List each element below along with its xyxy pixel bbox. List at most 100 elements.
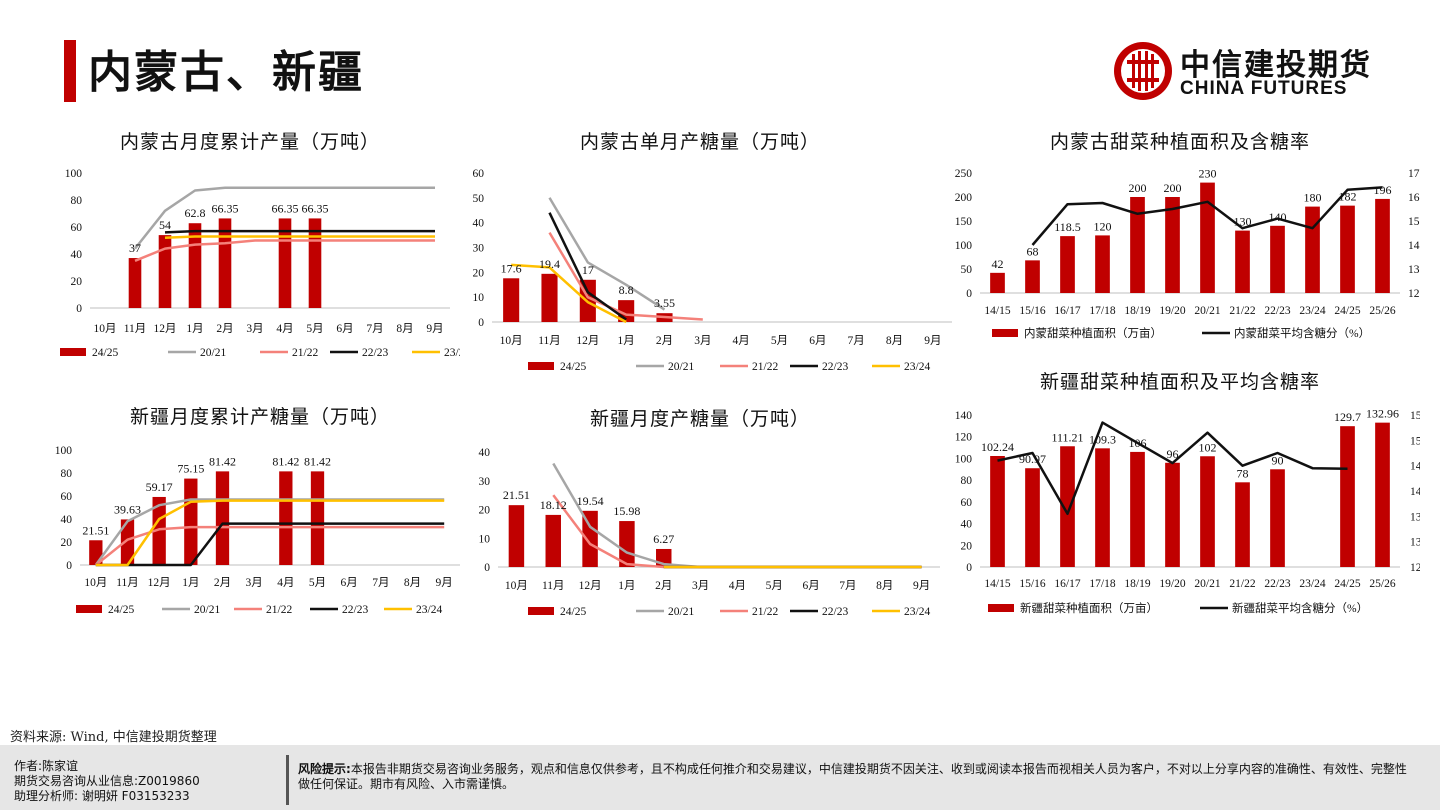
bar	[1165, 462, 1180, 567]
x-tick-label: 6月	[809, 335, 826, 347]
data-label: 18.12	[540, 498, 567, 512]
legend-label: 内蒙甜菜平均含糖分（%）	[1234, 326, 1370, 340]
x-tick-label: 11月	[124, 323, 147, 335]
bar	[1200, 182, 1215, 293]
legend-label: 新疆甜菜平均含糖分（%）	[1232, 601, 1368, 615]
series-line	[997, 421, 1348, 516]
x-tick-label: 12月	[579, 580, 602, 592]
y-tick-label: 0	[966, 288, 972, 300]
legend-swatch	[528, 607, 554, 615]
y-tick-label: 200	[955, 192, 973, 204]
x-tick-label: 17/18	[1089, 305, 1115, 317]
x-tick-label: 2月	[655, 580, 672, 592]
y-tick-label: 50	[961, 264, 973, 276]
bar	[218, 218, 232, 308]
y2-tick-label: 14	[1410, 486, 1420, 498]
series-line	[552, 494, 922, 569]
x-tick-label: 18/19	[1124, 578, 1150, 590]
footer-divider	[286, 755, 289, 805]
data-label: 19.54	[577, 494, 604, 508]
x-tick-label: 6月	[336, 323, 353, 335]
x-tick-label: 15/16	[1019, 578, 1045, 590]
x-tick-label: 2月	[214, 577, 231, 589]
y2-tick-label: 16	[1408, 192, 1420, 204]
author-license: 期货交易咨询从业信息:Z0019860	[14, 774, 200, 788]
x-tick-label: 2月	[216, 323, 233, 335]
x-tick-label: 20/21	[1194, 305, 1220, 317]
x-tick-label: 21/22	[1229, 305, 1255, 317]
y-tick-label: 20	[61, 537, 73, 549]
x-tick-label: 4月	[276, 323, 293, 335]
bar	[1165, 197, 1180, 293]
data-label: 102	[1199, 440, 1217, 454]
y-tick-label: 0	[966, 562, 972, 574]
y-tick-label: 80	[61, 468, 73, 480]
bar	[1060, 446, 1075, 567]
y-tick-label: 40	[961, 519, 973, 531]
legend-label: 23/24	[904, 606, 930, 618]
x-tick-label: 11月	[542, 580, 565, 592]
data-label: 230	[1199, 167, 1217, 181]
x-tick-label: 10月	[500, 335, 523, 347]
series-line	[548, 231, 703, 321]
series-line	[134, 239, 435, 262]
x-tick-label: 14/15	[984, 305, 1010, 317]
risk-warning: 风险提示:本报告非期货交易咨询业务服务，观点和信息仅供参考，且不构成任何推介和交…	[298, 762, 1408, 792]
bar	[1375, 422, 1390, 567]
bar	[1095, 235, 1110, 293]
data-label: 6.27	[653, 532, 674, 546]
x-tick-label: 5月	[771, 335, 788, 347]
x-tick-label: 4月	[733, 335, 750, 347]
bar	[310, 471, 325, 565]
y2-tick-label: 13.5	[1410, 511, 1420, 523]
chart-nmg-monthly: 内蒙古单月产糖量（万吨） 0 10 20 30 40 50 60 10月 11月 12月 1月 2月 3月…	[473, 131, 952, 373]
y-tick-label: 80	[71, 195, 83, 207]
data-label: 200	[1129, 181, 1147, 195]
x-tick-label: 10月	[505, 580, 528, 592]
legend-label: 20/21	[200, 347, 226, 359]
y2-tick-label: 15	[1408, 216, 1420, 228]
data-label: 39.63	[114, 502, 141, 516]
y-tick-label: 10	[479, 533, 491, 545]
legend-label: 20/21	[668, 361, 694, 373]
data-label: 21.51	[82, 523, 109, 537]
bar	[215, 471, 230, 565]
y-tick-label: 60	[71, 222, 83, 234]
data-label: 21.51	[503, 488, 530, 502]
y-tick-label: 40	[71, 249, 83, 261]
x-tick-label: 3月	[246, 577, 263, 589]
series-line	[548, 197, 666, 311]
bar	[1200, 456, 1215, 567]
bar	[541, 273, 558, 322]
legend-label: 内蒙甜菜种植面积（万亩）	[1024, 326, 1162, 340]
y-tick-label: 120	[955, 432, 973, 444]
bar	[1375, 198, 1390, 293]
legend-swatch	[60, 348, 86, 356]
y-tick-label: 0	[76, 303, 82, 315]
y-tick-label: 10	[473, 292, 485, 304]
bar	[1340, 205, 1355, 293]
x-tick-label: 9月	[913, 580, 930, 592]
x-tick-label: 12月	[154, 323, 177, 335]
y-tick-label: 100	[65, 168, 83, 180]
data-label: 19.4	[539, 257, 560, 271]
y2-tick-label: 17	[1408, 168, 1420, 180]
y-tick-label: 0	[66, 560, 72, 572]
data-label: 8.8	[619, 283, 634, 297]
legend-swatch	[76, 605, 102, 613]
bar	[279, 471, 293, 565]
bar	[990, 272, 1005, 293]
x-tick-label: 4月	[729, 580, 746, 592]
data-label: 196	[1374, 183, 1392, 197]
y-tick-label: 60	[61, 491, 73, 503]
bar	[545, 514, 561, 567]
x-tick-label: 8月	[876, 580, 893, 592]
y-tick-label: 140	[955, 410, 973, 422]
x-tick-label: 7月	[366, 323, 383, 335]
y-tick-label: 100	[955, 240, 973, 252]
chart-title: 新疆月度累计产糖量（万吨）	[130, 406, 390, 428]
x-tick-label: 1月	[618, 580, 635, 592]
legend-swatch	[528, 362, 554, 370]
y2-tick-label: 13	[1410, 537, 1420, 549]
legend-label: 21/22	[752, 361, 778, 373]
